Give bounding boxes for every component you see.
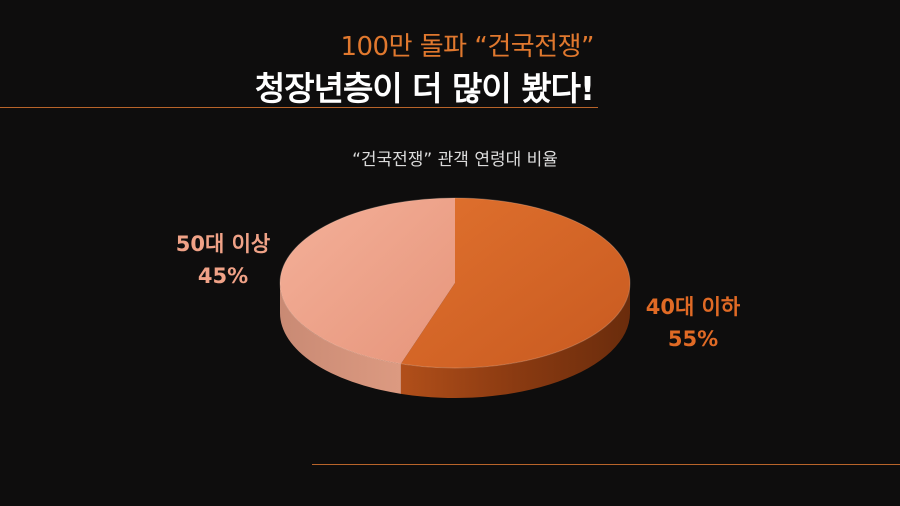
slice-over50-name: 50대 이상 <box>175 232 271 256</box>
headline-top: 100만 돌파 “건국전쟁” <box>340 32 594 62</box>
pie-slice-under50 <box>400 198 630 368</box>
slice-over50-value: 45% <box>197 264 249 288</box>
pie-rim <box>279 197 631 369</box>
pie-slice-over50 <box>279 198 455 364</box>
chart-title: “건국전쟁” 관객 연령대 비율 <box>352 150 558 170</box>
headline-main: 청장년층이 더 많이 봤다! <box>254 69 595 108</box>
slice-under50-value: 55% <box>667 327 719 351</box>
divider-top <box>0 107 598 108</box>
divider-bottom <box>312 464 900 465</box>
slice-under50-name: 40대 이하 <box>645 295 741 319</box>
slice-label-under50: 40대 이하 55% <box>618 291 768 355</box>
pie-slice-over50-side <box>280 283 401 394</box>
slice-label-over50: 50대 이상 45% <box>148 228 298 292</box>
pie-slice-under50-side <box>400 283 630 398</box>
